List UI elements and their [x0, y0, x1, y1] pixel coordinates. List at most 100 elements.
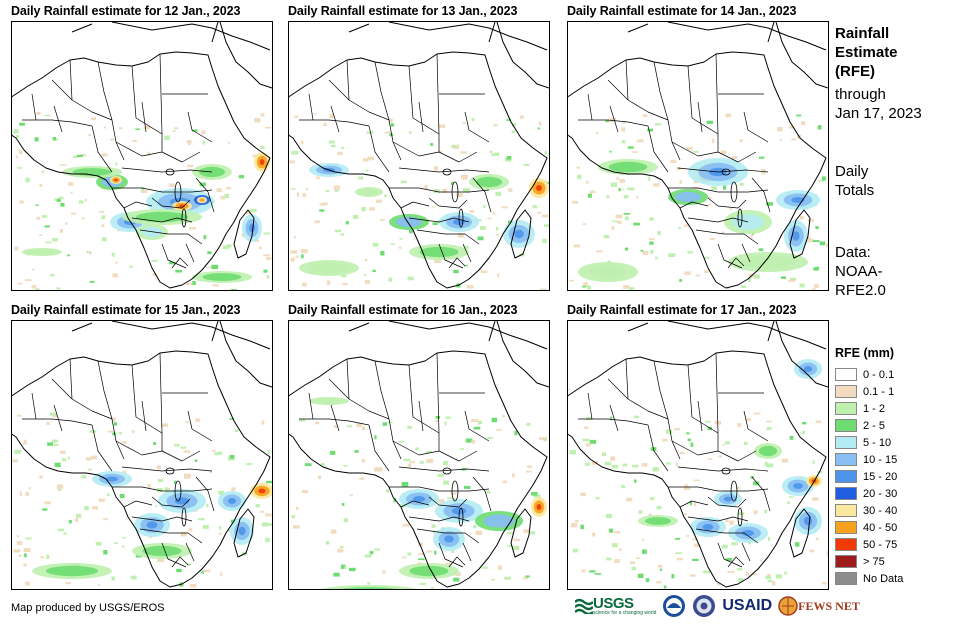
rain-speck: [329, 450, 336, 455]
rain-speck: [19, 122, 25, 126]
rain-speck: [106, 493, 110, 496]
rain-speck: [176, 568, 182, 573]
rain-speck: [686, 432, 690, 435]
rain-speck: [345, 221, 349, 225]
rain-speck: [675, 552, 682, 555]
panel-title: Daily Rainfall estimate for 17 Jan., 202…: [567, 303, 797, 317]
rain-speck: [217, 451, 223, 455]
rain-speck: [234, 429, 239, 432]
rain-area: [309, 262, 349, 274]
legend-item: 50 - 75: [835, 536, 903, 553]
rain-speck: [589, 439, 597, 444]
rain-speck: [202, 524, 209, 529]
rain-speck: [582, 223, 587, 225]
rain-speck: [737, 423, 742, 428]
rain-speck: [384, 131, 392, 134]
rain-speck: [605, 119, 609, 123]
rain-speck: [589, 570, 596, 573]
rain-speck: [453, 577, 460, 582]
rain-speck: [748, 542, 751, 545]
rain-speck: [186, 283, 193, 285]
country-border: [625, 59, 629, 101]
country-border: [751, 476, 771, 512]
rain-speck: [290, 250, 297, 254]
rain-speck: [596, 250, 603, 253]
rain-speck: [238, 175, 244, 179]
rain-speck: [369, 207, 376, 211]
rain-speck: [24, 553, 27, 558]
rain-speck: [218, 490, 225, 495]
rain-speck: [346, 425, 353, 428]
rain-speck: [203, 235, 207, 240]
rain-speck: [610, 416, 613, 421]
rain-speck: [596, 131, 599, 134]
rain-speck: [266, 480, 272, 484]
fews-globe-icon: [778, 596, 798, 616]
fews-net-logo: FEWS NET: [778, 596, 860, 616]
rain-speck: [507, 545, 513, 547]
africa-coastline: [289, 51, 548, 289]
rain-speck: [372, 269, 376, 273]
rain-speck: [679, 180, 682, 184]
rain-speck: [14, 246, 19, 251]
rain-speck: [674, 428, 680, 431]
rain-speck: [34, 137, 39, 142]
country-border: [438, 243, 464, 269]
rain-speck: [456, 192, 463, 197]
rain-speck: [301, 282, 307, 287]
rain-speck: [99, 211, 105, 213]
rain-speck: [606, 195, 610, 198]
rain-speck: [153, 442, 157, 445]
rain-area: [359, 188, 379, 196]
rain-speck: [766, 202, 773, 206]
rain-speck: [753, 274, 760, 279]
rain-speck: [586, 180, 589, 184]
rain-speck: [101, 215, 106, 220]
map-panel-17-jan: Daily Rainfall estimate for 17 Jan., 202…: [567, 303, 829, 590]
rain-speck: [375, 199, 382, 203]
africa-coastline: [12, 51, 271, 289]
country-border: [121, 167, 213, 173]
rain-speck: [424, 184, 428, 190]
country-border: [368, 424, 390, 472]
rain-speck: [407, 276, 414, 281]
rain-speck: [294, 115, 299, 118]
legend-swatch: [835, 419, 857, 432]
legend-label: > 75: [863, 555, 885, 568]
rain-speck: [65, 582, 71, 585]
rain-speck: [325, 541, 330, 545]
rain-speck: [705, 420, 711, 423]
rain-speck: [358, 176, 364, 180]
country-border: [464, 410, 490, 442]
country-border: [677, 167, 769, 173]
rain-speck: [70, 192, 73, 194]
rain-speck: [585, 443, 591, 447]
rain-speck: [745, 418, 751, 422]
country-border: [448, 556, 466, 568]
rain-speck: [656, 581, 662, 584]
rain-area: [514, 229, 524, 239]
country-border: [679, 500, 709, 508]
madagascar-outline: [233, 508, 255, 558]
country-border: [91, 125, 113, 173]
rain-speck: [789, 435, 794, 440]
rain-speck: [92, 506, 99, 510]
rain-area: [702, 524, 714, 530]
rain-speck: [523, 529, 529, 534]
rain-speck: [374, 548, 381, 551]
rain-speck: [187, 164, 194, 168]
rain-speck: [731, 542, 738, 546]
rain-speck: [334, 229, 342, 233]
country-border: [51, 378, 113, 420]
rain-speck: [32, 268, 35, 271]
rain-speck: [753, 510, 758, 515]
rain-speck: [789, 277, 797, 281]
rain-speck: [212, 284, 219, 287]
country-border: [416, 229, 480, 245]
country-border: [578, 119, 649, 127]
rain-area: [106, 476, 118, 482]
rain-speck: [25, 279, 32, 282]
rain-speck: [822, 582, 827, 585]
rain-speck: [650, 249, 654, 254]
rain-speck: [435, 416, 440, 419]
